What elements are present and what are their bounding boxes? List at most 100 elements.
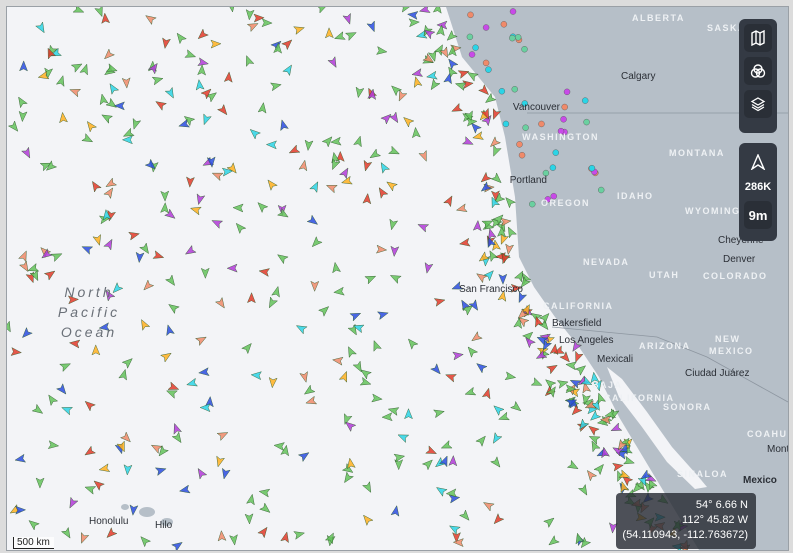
vessel [288, 144, 301, 154]
vessel [210, 39, 222, 49]
vessel [489, 250, 499, 263]
vessel [37, 70, 50, 80]
vessel [411, 68, 424, 77]
port-vessel [544, 196, 552, 203]
vessel [84, 445, 97, 456]
vessel [45, 160, 58, 171]
vessel [185, 244, 197, 255]
vessel-count: 286K [744, 181, 772, 193]
time-filter[interactable]: 9m [744, 201, 772, 229]
vessel [381, 412, 393, 422]
vessel [109, 83, 120, 95]
vessel [31, 403, 44, 414]
filters-button[interactable] [744, 57, 772, 85]
vessel [152, 250, 165, 259]
vessel [147, 62, 158, 75]
vessel [476, 273, 488, 284]
vessel [223, 71, 233, 83]
vessel [359, 376, 372, 386]
vessel [99, 93, 109, 106]
vessel [407, 11, 419, 20]
vessel [19, 60, 28, 72]
vessel [79, 63, 88, 76]
vessel [84, 486, 97, 495]
vessel [15, 505, 27, 515]
vessel [493, 513, 505, 525]
vessel [569, 380, 582, 389]
map[interactable]: ALBERTA SASKATCH Calgary Vancouver WASHINGTO… [6, 6, 789, 551]
vessel [517, 317, 530, 328]
navigate-button[interactable] [744, 148, 772, 176]
map-label: Bakersfield [552, 318, 601, 329]
map-label: Vancouver [513, 102, 561, 113]
vessel [535, 349, 548, 359]
vessel [81, 133, 94, 143]
vessel [430, 78, 441, 91]
layers-button[interactable] [744, 90, 772, 118]
vessel [253, 13, 265, 23]
vessel [84, 400, 96, 412]
vessel [505, 197, 516, 209]
vessel [98, 322, 111, 331]
vessel [341, 175, 353, 185]
vessel [162, 37, 171, 49]
vessel [565, 361, 577, 371]
vessel [353, 135, 362, 148]
vessel [91, 344, 101, 356]
vessel [178, 118, 191, 128]
vessel [345, 421, 357, 433]
vessel [397, 434, 410, 443]
vessel [549, 343, 559, 356]
vessel [513, 270, 524, 283]
port-vessel [472, 44, 479, 51]
vessel [494, 192, 506, 203]
vessel [268, 296, 279, 309]
vessel [380, 162, 391, 174]
vessel [178, 484, 191, 494]
vessel [258, 268, 271, 277]
vessel [436, 487, 448, 497]
vessel [67, 295, 80, 305]
vessel [59, 363, 71, 373]
vessel [571, 404, 583, 416]
vessel [418, 7, 431, 13]
vessel [324, 532, 334, 545]
vessel [451, 102, 464, 112]
vessel [584, 399, 597, 409]
vessel [121, 135, 133, 145]
vessel [504, 371, 517, 381]
map-type-button[interactable] [744, 24, 772, 52]
vessel [373, 340, 382, 352]
vessel [257, 102, 267, 114]
port-vessel [557, 127, 565, 135]
vessel [198, 367, 210, 376]
port-vessel [468, 51, 476, 58]
vessel [592, 379, 602, 392]
vessel [644, 472, 657, 482]
vessel [299, 371, 308, 383]
scale-bar: 500 km [13, 537, 54, 549]
vessel [566, 459, 579, 469]
vessel [268, 377, 278, 389]
port-vessel [466, 33, 474, 41]
map-label: COAHUILA [747, 429, 788, 439]
vessel [490, 136, 502, 147]
vessel [632, 481, 644, 493]
vessel [478, 84, 489, 96]
vessel [458, 509, 470, 521]
vessel [103, 187, 114, 200]
vessel [582, 393, 591, 406]
vessel [27, 263, 40, 272]
vessel [349, 313, 362, 322]
vessel [565, 384, 577, 394]
cursor-coords: 54° 6.66 N 112° 45.82 W (54.110943, -112… [616, 493, 756, 549]
vessel [483, 502, 495, 512]
vessel [98, 463, 111, 472]
port-vessel [482, 24, 490, 31]
vessel [47, 440, 60, 449]
cursor-decimal: (54.110943, -112.763672) [622, 529, 748, 541]
vessel [273, 42, 282, 54]
vessel [433, 298, 446, 307]
vessel [257, 526, 268, 539]
vessel [493, 432, 503, 444]
